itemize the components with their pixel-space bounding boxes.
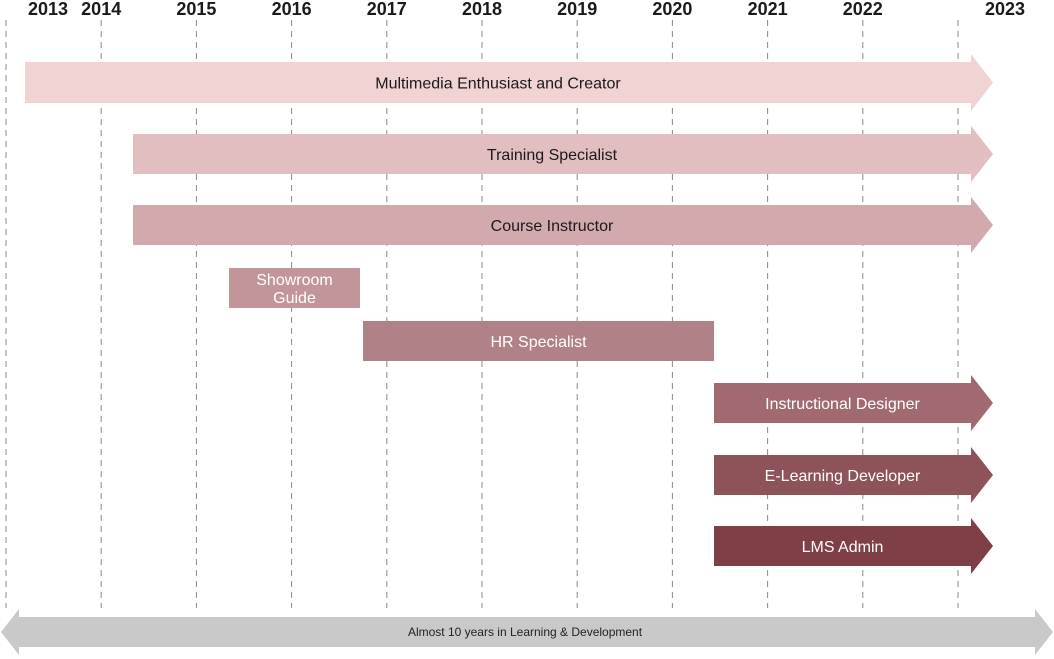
year-label-2018: 2018 [462, 0, 502, 19]
year-label-2013: 2013 [28, 0, 68, 19]
role-label-line: Guide [273, 290, 316, 307]
role-label-hr-specialist: HR Specialist [490, 334, 587, 351]
role-bar-e-learning-developer [714, 447, 993, 503]
role-bar-lms-admin [714, 518, 993, 574]
year-labels: 2013 2014 2015 2016 2017 2018 2019 2020 2021 2022… [28, 0, 1025, 19]
year-label-2023: 2023 [985, 0, 1025, 19]
year-label-2017: 2017 [367, 0, 407, 19]
role-label-course-instructor: Course Instructor [491, 218, 614, 235]
year-gridlines [5, 20, 959, 608]
role-bar-multimedia-enthusiast-and-creator [25, 54, 993, 111]
role-bar-showroom-guide [229, 268, 360, 308]
role-label-e-learning-developer: E-Learning Developer [765, 468, 921, 485]
role-label-instructional-designer: Instructional Designer [765, 396, 920, 413]
year-label-2020: 2020 [652, 0, 692, 19]
role-label-training-specialist: Training Specialist [487, 147, 618, 164]
footer-label: Almost 10 years in Learning & Developmen… [408, 625, 643, 639]
role-bar-hr-specialist [363, 321, 714, 361]
role-bar-course-instructor [133, 197, 993, 253]
role-label-line: Showroom [256, 272, 332, 289]
year-label-2021: 2021 [748, 0, 788, 19]
role-label-multimedia-enthusiast-and-creator: Multimedia Enthusiast and Creator [375, 76, 621, 93]
role-bar-training-specialist [133, 126, 993, 182]
year-label-2014: 2014 [81, 0, 121, 19]
role-label-showroom-guide: Showroom Guide [256, 272, 332, 307]
year-label-2015: 2015 [176, 0, 216, 19]
year-label-2016: 2016 [272, 0, 312, 19]
year-label-2019: 2019 [557, 0, 597, 19]
footer-arrow-shape [1, 609, 1053, 655]
role-bars: Multimedia Enthusiast and Creator Trainin… [25, 54, 993, 574]
year-label-2022: 2022 [843, 0, 883, 19]
role-label-lms-admin: LMS Admin [802, 539, 884, 556]
footer-arrow: Almost 10 years in Learning & Developmen… [1, 609, 1053, 655]
role-bar-instructional-designer [714, 375, 993, 431]
